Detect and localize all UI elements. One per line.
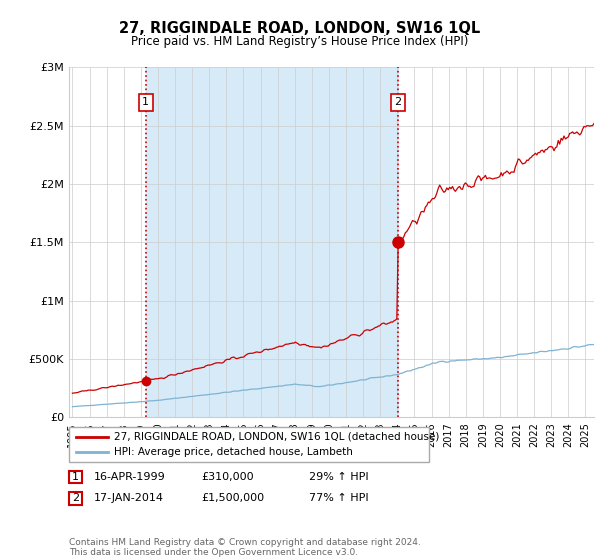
Text: 77% ↑ HPI: 77% ↑ HPI [309, 493, 368, 503]
Text: £1,500,000: £1,500,000 [201, 493, 264, 503]
Text: 16-APR-1999: 16-APR-1999 [94, 472, 166, 482]
Text: 2: 2 [394, 97, 401, 107]
Text: 1: 1 [142, 97, 149, 107]
Text: 17-JAN-2014: 17-JAN-2014 [94, 493, 164, 503]
Text: 1: 1 [72, 472, 79, 482]
Text: HPI: Average price, detached house, Lambeth: HPI: Average price, detached house, Lamb… [114, 447, 353, 457]
Text: Price paid vs. HM Land Registry’s House Price Index (HPI): Price paid vs. HM Land Registry’s House … [131, 35, 469, 48]
Text: 27, RIGGINDALE ROAD, LONDON, SW16 1QL: 27, RIGGINDALE ROAD, LONDON, SW16 1QL [119, 21, 481, 36]
Text: 29% ↑ HPI: 29% ↑ HPI [309, 472, 368, 482]
Text: Contains HM Land Registry data © Crown copyright and database right 2024.
This d: Contains HM Land Registry data © Crown c… [69, 538, 421, 557]
Text: £310,000: £310,000 [201, 472, 254, 482]
Text: 27, RIGGINDALE ROAD, LONDON, SW16 1QL (detached house): 27, RIGGINDALE ROAD, LONDON, SW16 1QL (d… [114, 432, 439, 442]
Bar [146, 67, 398, 417]
Text: 2: 2 [72, 493, 79, 503]
